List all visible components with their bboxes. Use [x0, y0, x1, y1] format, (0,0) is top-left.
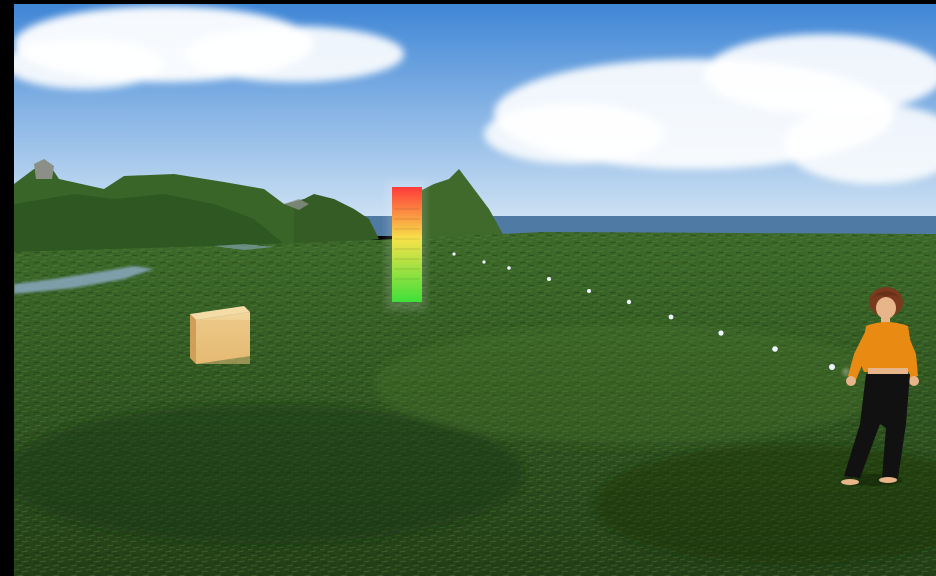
3d-world-viewport[interactable] — [14, 4, 936, 576]
hills — [14, 159, 504, 259]
sea — [364, 216, 936, 236]
left-black-border — [0, 0, 14, 576]
wooden-box[interactable] — [190, 306, 250, 364]
female-avatar[interactable] — [841, 287, 919, 486]
top-black-border — [0, 0, 936, 4]
stream — [14, 266, 154, 294]
clouds — [14, 6, 936, 184]
gradient-meter-pole[interactable] — [386, 180, 426, 310]
world-scene[interactable] — [14, 4, 936, 576]
